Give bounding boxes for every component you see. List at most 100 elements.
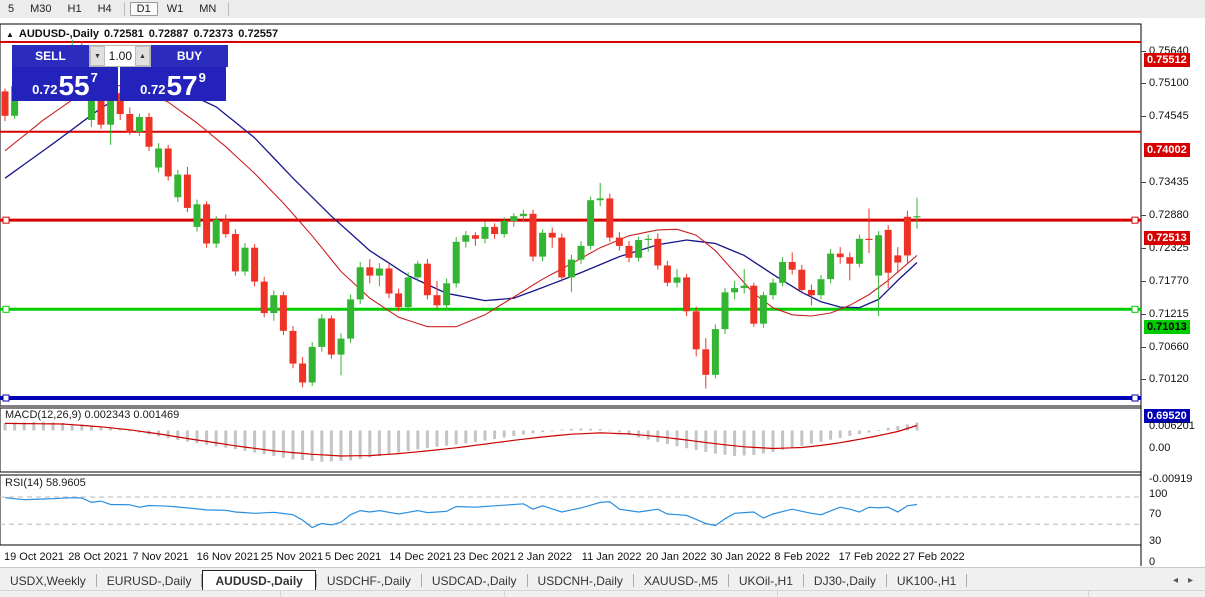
- one-click-trading-panel: SELL ▼ 1.00 ▲ BUY 0.72 55 7 0.72 57 9: [12, 45, 228, 101]
- chart-window: ▲ AUDUSD-,Daily 0.72581 0.72887 0.72373 …: [0, 18, 1205, 568]
- ohlc-high: 0.72887: [148, 28, 189, 40]
- chart-tab-uk100-h1[interactable]: UK100-,H1: [896, 574, 957, 588]
- symbol-label: AUDUSD-,Daily: [18, 28, 99, 40]
- price-tick-label: 0.71770: [1141, 275, 1189, 288]
- date-tick-label: 30 Jan 2022: [710, 551, 771, 563]
- date-tick-label: 11 Jan 2022: [581, 551, 642, 563]
- date-tick-label: 27 Feb 2022: [902, 551, 965, 563]
- ohlc-open: 0.72581: [104, 28, 144, 40]
- timeframe-button-h1[interactable]: H1: [67, 3, 82, 15]
- date-tick-label: 28 Oct 2021: [68, 551, 129, 563]
- chart-tab-dj30-daily[interactable]: DJ30-,Daily: [813, 574, 876, 588]
- tab-separator: [526, 574, 528, 587]
- rsi-tick-label: 30: [1149, 535, 1162, 548]
- toolbar-separator: [228, 2, 230, 16]
- price-tick-label: 0.70120: [1141, 373, 1189, 386]
- chart-symbol-header: ▲ AUDUSD-,Daily 0.72581 0.72887 0.72373 …: [6, 28, 278, 40]
- rsi-tick-label: 100: [1149, 487, 1168, 500]
- tab-separator: [95, 574, 97, 587]
- chart-tab-bar: USDX,Weekly EURUSD-,Daily AUDUSD-,Daily USD…: [0, 567, 1205, 591]
- price-level-label: 0.74002: [1144, 142, 1190, 157]
- chart-tab-ukoil-h1[interactable]: UKOil-,H1: [738, 574, 793, 588]
- status-cell: [778, 591, 1089, 597]
- tab-separator: [802, 574, 804, 587]
- chart-tab-usdchf-daily[interactable]: USDCHF-,Daily: [326, 574, 411, 588]
- price-level-label: 0.69520: [1144, 409, 1190, 423]
- price-tick-label: 0.74545: [1141, 110, 1189, 123]
- date-tick-label: 17 Feb 2022: [838, 551, 901, 563]
- timeframe-button-m30[interactable]: M30: [30, 3, 52, 15]
- macd-tick-label: 0.006201: [1149, 420, 1195, 433]
- tab-scroll-right-icon[interactable]: ▸: [1187, 575, 1193, 586]
- timeframe-toolbar: 5 M30 H1 H4 D1 W1 MN: [0, 0, 1205, 19]
- buy-price-display[interactable]: 0.72 57 9: [120, 67, 226, 101]
- rsi-indicator-label: RSI(14) 58.9605: [5, 477, 86, 489]
- buy-price-prefix: 0.72: [140, 82, 166, 97]
- rsi-tick-label: 0: [1149, 555, 1156, 568]
- price-tick-label: 0.75100: [1141, 77, 1189, 90]
- macd-indicator-label: MACD(12,26,9) 0.002343 0.001469: [5, 409, 180, 421]
- date-tick-label: 5 Dec 2021: [325, 551, 382, 563]
- tab-scroll-left-icon[interactable]: ◂: [1172, 575, 1178, 586]
- toolbar-separator: [123, 2, 125, 16]
- tab-separator: [315, 574, 317, 587]
- date-tick-label: 20 Jan 2022: [646, 551, 707, 563]
- chart-tab-eurusd-daily[interactable]: EURUSD-,Daily: [106, 574, 192, 588]
- timeframe-button-d1[interactable]: D1: [129, 2, 158, 16]
- ohlc-low: 0.72373: [193, 28, 234, 40]
- status-bar: [0, 590, 1205, 597]
- timeframe-button-w1[interactable]: W1: [166, 3, 184, 15]
- tab-separator: [966, 574, 968, 587]
- chart-tab-usdcnh-daily[interactable]: USDCNH-,Daily: [537, 574, 623, 588]
- price-level-label: 0.72513: [1144, 231, 1190, 246]
- date-tick-label: 8 Feb 2022: [774, 551, 831, 563]
- macd-tick-label: 0.00: [1149, 441, 1171, 454]
- volume-decrease-button[interactable]: ▼: [90, 46, 105, 66]
- volume-value[interactable]: 1.00: [105, 46, 135, 66]
- chart-canvas[interactable]: [0, 18, 1205, 567]
- sell-price-main: 55: [58, 70, 90, 101]
- tab-separator: [420, 574, 422, 587]
- buy-price-main: 57: [166, 70, 198, 101]
- price-level-label: 0.75512: [1144, 53, 1190, 67]
- chart-tab-usdx-weekly[interactable]: USDX,Weekly: [10, 574, 86, 588]
- timeframe-button-mn[interactable]: MN: [199, 3, 217, 15]
- buy-button[interactable]: BUY: [151, 45, 228, 67]
- date-tick-label: 23 Dec 2021: [453, 551, 516, 563]
- tab-separator: [727, 574, 729, 587]
- price-tick-label: 0.73435: [1141, 176, 1189, 189]
- ohlc-close: 0.72557: [238, 28, 279, 40]
- date-tick-label: 19 Oct 2021: [4, 551, 64, 563]
- date-tick-label: 7 Nov 2021: [132, 551, 189, 563]
- chart-tab-usdcad-daily[interactable]: USDCAD-,Daily: [431, 574, 517, 588]
- status-cell: [505, 591, 778, 597]
- status-cell: [281, 591, 505, 597]
- date-tick-label: 16 Nov 2021: [196, 551, 259, 563]
- date-tick-label: 25 Nov 2021: [260, 551, 324, 563]
- sell-price-pip: 7: [90, 70, 98, 85]
- price-tick-label: 0.72880: [1141, 209, 1189, 222]
- macd-tick-label: -0.00919: [1149, 472, 1193, 485]
- timeframe-button-h4[interactable]: H4: [97, 3, 112, 15]
- tab-separator: [885, 574, 887, 587]
- sell-price-display[interactable]: 0.72 55 7: [12, 67, 118, 101]
- price-tick-label: 0.72325: [1141, 242, 1189, 255]
- buy-price-pip: 9: [198, 70, 206, 85]
- tab-separator: [201, 574, 203, 587]
- sell-price-prefix: 0.72: [32, 82, 58, 97]
- chart-tab-audusd-daily[interactable]: AUDUSD-,Daily: [202, 570, 316, 591]
- date-tick-label: 2 Jan 2022: [517, 551, 573, 563]
- price-level-label: 0.71013: [1144, 320, 1190, 335]
- timeframe-button-5[interactable]: 5: [8, 3, 15, 15]
- collapse-arrow-icon[interactable]: ▲: [6, 29, 14, 39]
- volume-stepper: ▼ 1.00 ▲: [89, 45, 151, 67]
- rsi-tick-label: 70: [1149, 508, 1162, 520]
- sell-button[interactable]: SELL: [12, 45, 89, 67]
- status-cell: [0, 591, 281, 597]
- date-tick-label: 14 Dec 2021: [389, 551, 452, 563]
- volume-increase-button[interactable]: ▲: [135, 46, 150, 66]
- tab-separator: [632, 574, 634, 587]
- chart-tab-xauusd-m5[interactable]: XAUUSD-,M5: [643, 574, 718, 588]
- price-tick-label: 0.71215: [1141, 308, 1189, 321]
